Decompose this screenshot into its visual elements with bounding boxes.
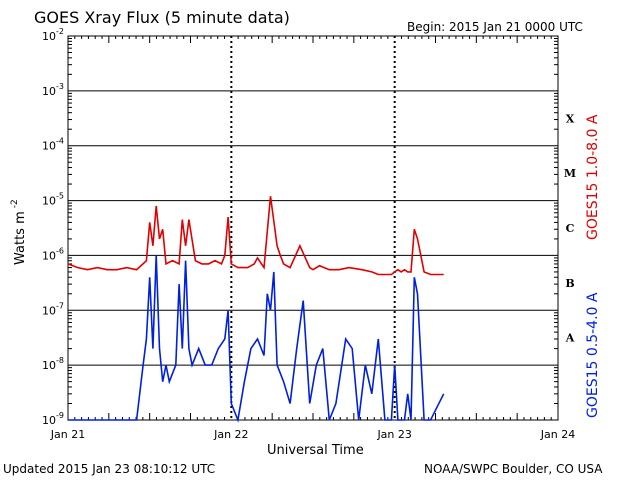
series-line-long-wavelength (67, 196, 444, 276)
y-tick-label: 10-6 (42, 246, 64, 262)
y-axis-title-exponent: -2 (10, 199, 20, 208)
flare-class-label: M (564, 167, 576, 180)
series-line-short-wavelength (68, 255, 445, 423)
y-axis-title: Watts m -2 (10, 199, 28, 265)
svg-text:Watts m-2: Watts m -2 (10, 199, 28, 265)
x-tick-label: Jan 24 (540, 428, 575, 441)
legend-series-red: GOES15 1.0-8.0 A (585, 114, 601, 240)
series-lines (67, 196, 445, 423)
x-tick-label: Jan 22 (213, 428, 248, 441)
y-tick-label: 10-3 (42, 82, 64, 98)
y-tick-label: 10-2 (42, 27, 64, 43)
chart-title: GOES Xray Flux (5 minute data) (34, 8, 290, 27)
x-axis-ticks: Jan 21 Jan 22 Jan 23 Jan 24 (50, 36, 575, 441)
x-axis-title: Universal Time (267, 443, 364, 458)
flare-class-labels: A B C M X (564, 112, 576, 344)
y-tick-label: 10-8 (42, 356, 64, 372)
legend-series-blue: GOES15 0.5-4.0 A (585, 292, 601, 418)
credit-text: NOAA/SWPC Boulder, CO USA (424, 462, 603, 476)
x-tick-label: Jan 21 (50, 428, 85, 441)
y-tick-label: 10-4 (42, 137, 64, 153)
x-tick-label: Jan 23 (376, 428, 411, 441)
y-tick-label: 10-5 (42, 192, 64, 208)
y-tick-label: 10-7 (42, 301, 64, 317)
flare-class-label: X (566, 112, 575, 125)
grid (68, 36, 558, 420)
begin-time: Begin: 2015 Jan 21 0000 UTC (407, 20, 583, 34)
flare-class-label: A (565, 332, 575, 345)
updated-timestamp: Updated 2015 Jan 23 08:10:12 UTC (3, 462, 215, 476)
y-axis-ticks: 10-9 10-8 10-7 10-6 10-5 10-4 10-3 10-2 (42, 27, 558, 427)
plot-frame (67, 35, 559, 421)
flare-class-label: C (566, 222, 575, 235)
y-axis-title-text: Watts m (13, 211, 28, 265)
y-tick-label: 10-9 (42, 411, 64, 427)
flare-class-label: B (565, 277, 574, 290)
